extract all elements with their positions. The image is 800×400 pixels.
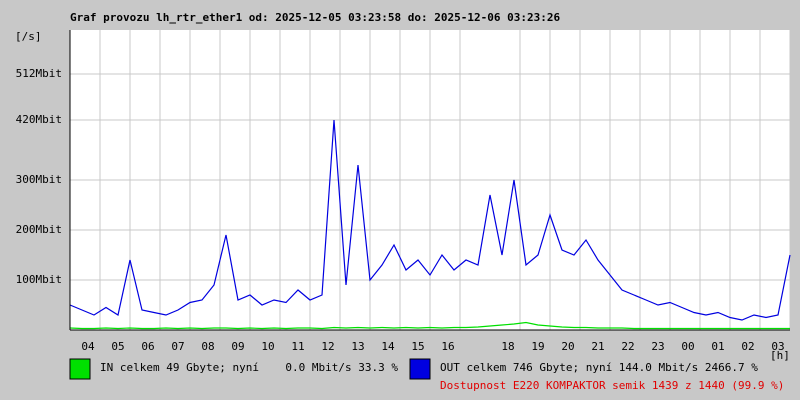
legend-swatch — [69, 358, 91, 380]
x-tick-label: 23 — [651, 340, 664, 353]
x-tick-label: 20 — [561, 340, 574, 353]
series-line — [69, 119, 791, 321]
x-tick-label: 10 — [261, 340, 274, 353]
x-tick-label: 22 — [621, 340, 634, 353]
x-tick-label: 21 — [591, 340, 604, 353]
chart-title: Graf provozu lh_rtr_ether1 od: 2025-12-0… — [70, 11, 560, 24]
series-line — [69, 321, 790, 330]
x-tick-label: 18 — [501, 340, 514, 353]
x-tick-label: 06 — [141, 340, 154, 353]
x-tick-label: 08 — [201, 340, 214, 353]
x-tick-label: 15 — [411, 340, 424, 353]
y-tick-label: 300Mbit — [16, 173, 62, 186]
x-tick-label: 02 — [741, 340, 754, 353]
legend-label: OUT celkem 746 Gbyte; nyní 144.0 Mbit/s … — [440, 361, 758, 374]
x-tick-label: 05 — [111, 340, 124, 353]
legend-label: IN celkem 49 Gbyte; nyní 0.0 Mbit/s 33.3… — [100, 361, 398, 374]
x-tick-label: 00 — [681, 340, 694, 353]
x-tick-label: 14 — [381, 340, 395, 353]
legend-swatch — [409, 358, 431, 380]
x-tick-label: 16 — [441, 340, 454, 353]
marks — [69, 119, 791, 330]
footer: Dostupnost E220 KOMPAKTOR semik 1439 z 1… — [440, 379, 784, 392]
x-tick-label: 09 — [231, 340, 244, 353]
x-unit: [h] — [770, 349, 790, 362]
y-tick-label: 100Mbit — [16, 273, 62, 286]
x-tick-label: 19 — [531, 340, 544, 353]
x-tick-label: 04 — [81, 340, 95, 353]
x-tick-label: 03 — [771, 340, 784, 353]
x-tick-label: 07 — [171, 340, 184, 353]
x-tick-label: 01 — [711, 340, 724, 353]
grid — [70, 30, 791, 330]
x-tick-label: 13 — [351, 340, 364, 353]
x-tick-label: 11 — [291, 340, 304, 353]
y-tick-label: 200Mbit — [16, 223, 62, 236]
y-unit: [/s] — [15, 30, 42, 43]
x-tick-label: 12 — [321, 340, 334, 353]
y-tick-label: 512Mbit — [16, 67, 62, 80]
y-tick-label: 420Mbit — [16, 113, 62, 126]
